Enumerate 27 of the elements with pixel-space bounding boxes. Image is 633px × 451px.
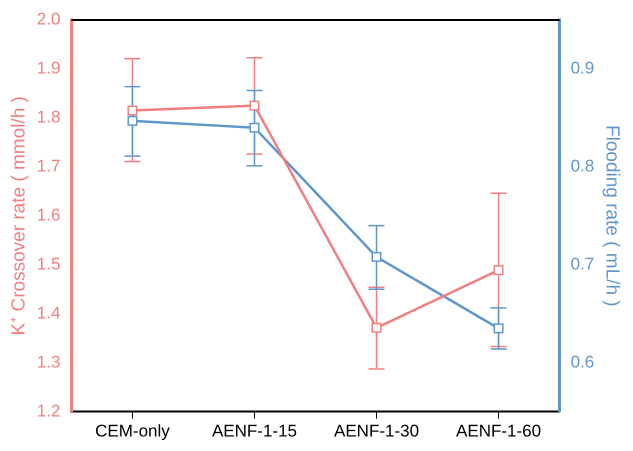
y-tick-label: 2.0 xyxy=(36,10,60,29)
x-tick-label: CEM-only xyxy=(95,421,170,440)
x-tick-label: AENF-1-15 xyxy=(212,421,297,440)
y-tick-label: 1.2 xyxy=(36,401,60,420)
y-tick-label: 1.3 xyxy=(36,352,60,372)
y-tick-label: 1.6 xyxy=(36,205,60,224)
point xyxy=(494,323,504,334)
y-tick-label: 1.9 xyxy=(36,58,60,78)
y2-tick-label: 0.6 xyxy=(570,352,594,372)
y-tick-label: 1.7 xyxy=(36,156,60,176)
y-tick-label: 1.8 xyxy=(36,108,60,127)
y-tick-label: 1.5 xyxy=(36,254,60,274)
y2-axis-title: Flooding rate ( mL/h ) xyxy=(601,124,622,307)
y2-tick-label: 0.9 xyxy=(570,58,594,78)
y-tick-label: 1.4 xyxy=(36,303,60,322)
y2-tick-label: 0.7 xyxy=(570,254,594,274)
x-tick-label: AENF-1-30 xyxy=(334,421,420,440)
point xyxy=(494,265,504,276)
y-axis-title: K⁺ Crossover rate ( mmol/h ) xyxy=(8,96,30,336)
point xyxy=(127,106,138,116)
point xyxy=(372,322,382,333)
point xyxy=(372,252,382,262)
point xyxy=(249,100,260,111)
point xyxy=(127,116,138,126)
x-tick-label: AENF-1-60 xyxy=(456,421,542,440)
y2-tick-label: 0.8 xyxy=(570,156,594,176)
point xyxy=(249,122,260,133)
